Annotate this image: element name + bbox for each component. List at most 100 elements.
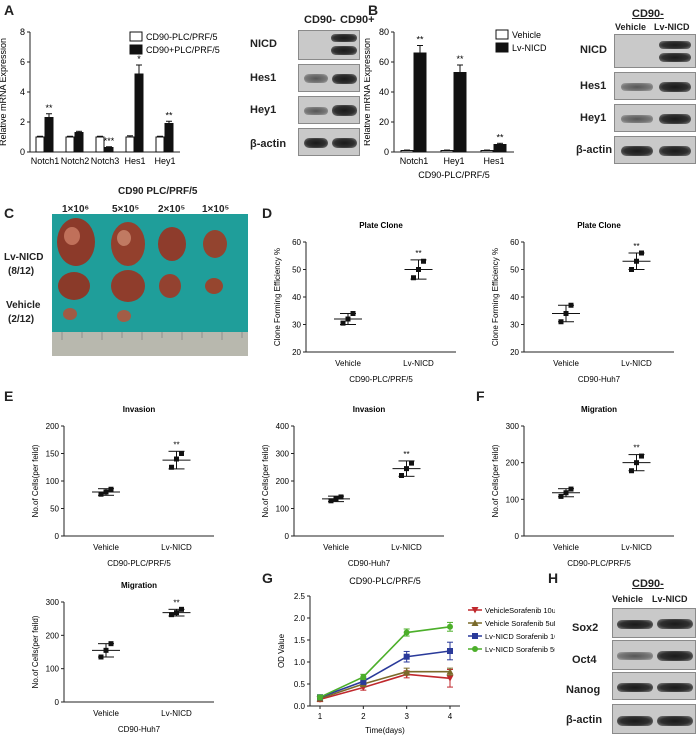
data-point (568, 486, 574, 492)
y-tick-label: 60 (379, 57, 389, 67)
data-point (174, 456, 179, 462)
blot-header: CD90- (632, 8, 664, 20)
y-tick-label: 0 (55, 698, 60, 707)
y-tick-label: 400 (276, 422, 290, 431)
blot-row-label: Sox2 (572, 622, 599, 634)
y-tick-label: 1.0 (294, 658, 306, 667)
x-tick-label: Hey1 (154, 156, 175, 166)
data-point (169, 464, 174, 470)
series-line (319, 650, 451, 698)
chart-title: Invasion (123, 405, 156, 414)
significance-marker: ** (45, 103, 53, 113)
blot-row-label: β-actin (576, 144, 613, 156)
y-tick-label: 40 (510, 293, 519, 302)
blot-col-vehicle: Vehicle (612, 594, 644, 604)
blot-col-lv-nicd: Lv-NICD (652, 594, 688, 604)
x-axis-label: CD90-Huh7 (578, 375, 621, 382)
bar (134, 73, 144, 153)
blot-strip (298, 96, 360, 124)
y-axis-label: Clone Forming Efficiency % (273, 248, 282, 346)
data-point (563, 490, 569, 496)
panel-letter-a: A (4, 2, 15, 18)
panel-b-bar-chart: 0 20 40 60 80 Relative mRNA Expression ** Notch… (364, 27, 547, 180)
data-point (568, 302, 574, 308)
x-tick-label: Lv-NICD (621, 543, 652, 552)
data-point (404, 466, 409, 472)
data-point (629, 267, 634, 272)
x-tick-label: Notch1 (400, 156, 429, 166)
panel-letter-d: D (262, 205, 273, 221)
data-point (98, 491, 104, 497)
y-tick-label: 20 (292, 348, 301, 357)
y-tick-label: 200 (276, 477, 290, 486)
bar (453, 72, 467, 153)
significance-marker: ** (633, 242, 639, 251)
bar (480, 150, 494, 153)
x-axis-label: Time(days) (365, 726, 405, 735)
blot-strip (614, 104, 696, 132)
data-point (338, 494, 344, 500)
legend-marker (471, 607, 479, 614)
y-tick-label: 60 (292, 238, 301, 247)
x-tick-label: 2 (361, 712, 366, 721)
panel-letter-b: B (368, 2, 379, 18)
data-point (409, 460, 414, 466)
panel-a-western-blot: CD90- CD90+ (256, 14, 375, 154)
y-axis-label: No.of Cells(per feild) (261, 444, 270, 517)
y-tick-label: 1.5 (294, 636, 306, 645)
data-point (563, 311, 569, 316)
data-point (103, 489, 109, 495)
panel-letter-g: G (262, 570, 273, 586)
y-tick-label: 2.0 (294, 614, 306, 623)
significance-marker: ** (415, 249, 421, 258)
series-line (319, 626, 451, 698)
legend-label: Lv-NICD Sorafenib 5uM (485, 645, 555, 654)
significance-marker: *** (104, 136, 115, 146)
y-tick-label: 0 (384, 147, 389, 157)
y-tick-label: 50 (292, 266, 301, 275)
y-tick-label: 40 (379, 87, 389, 97)
significance-marker: ** (456, 54, 464, 64)
x-axis-label: CD90-PLC/PRF/5 (107, 559, 171, 567)
y-axis-label: Clone Forming Efficiency % (491, 248, 500, 346)
x-tick-label: Hes1 (483, 156, 504, 166)
x-tick-label: Lv-NICD (621, 359, 652, 368)
panel-letter-e: E (4, 388, 14, 404)
y-tick-label: 300 (276, 450, 290, 459)
data-point (98, 654, 104, 660)
bar (65, 136, 75, 153)
y-tick-label: 100 (46, 665, 60, 674)
blot-row-label: NICD (250, 38, 277, 50)
y-tick-label: 6 (20, 57, 25, 67)
blot-strip (612, 672, 696, 700)
legend-swatch (129, 31, 143, 42)
chart-title: Migration (581, 405, 617, 414)
blot-strip (614, 34, 696, 68)
data-point (350, 311, 356, 316)
y-tick-label: 0 (285, 532, 290, 541)
x-tick-label: Lv-NICD (403, 359, 434, 368)
data-point (558, 319, 564, 325)
blot-row-label: β-actin (566, 714, 603, 726)
y-tick-label: 300 (506, 422, 520, 431)
significance-marker: ** (165, 110, 173, 120)
y-tick-label: 20 (379, 117, 389, 127)
data-point (345, 316, 351, 322)
blot-strip (298, 64, 360, 92)
panel-d-scatter-2: Plate Clone 20 30 40 50 60 Clone Forming Effic… (491, 221, 674, 382)
x-tick-label: Vehicle (553, 543, 579, 552)
blot-col-lv-nicd: Lv-NICD (654, 22, 690, 32)
data-point (360, 673, 367, 680)
data-point (103, 647, 109, 653)
chart-title: CD90-PLC/PRF/5 (349, 576, 421, 586)
data-point (179, 606, 184, 612)
panel-letter-h: H (548, 570, 559, 586)
x-tick-label: Notch1 (31, 156, 60, 166)
data-point (399, 473, 404, 478)
bar (493, 144, 507, 153)
y-tick-label: 0 (55, 532, 60, 541)
x-tick-label: 3 (404, 712, 409, 721)
y-tick-label: 100 (506, 495, 520, 504)
x-tick-label: Vehicle (323, 543, 349, 552)
tumor-row-lv-nicd (57, 218, 227, 302)
